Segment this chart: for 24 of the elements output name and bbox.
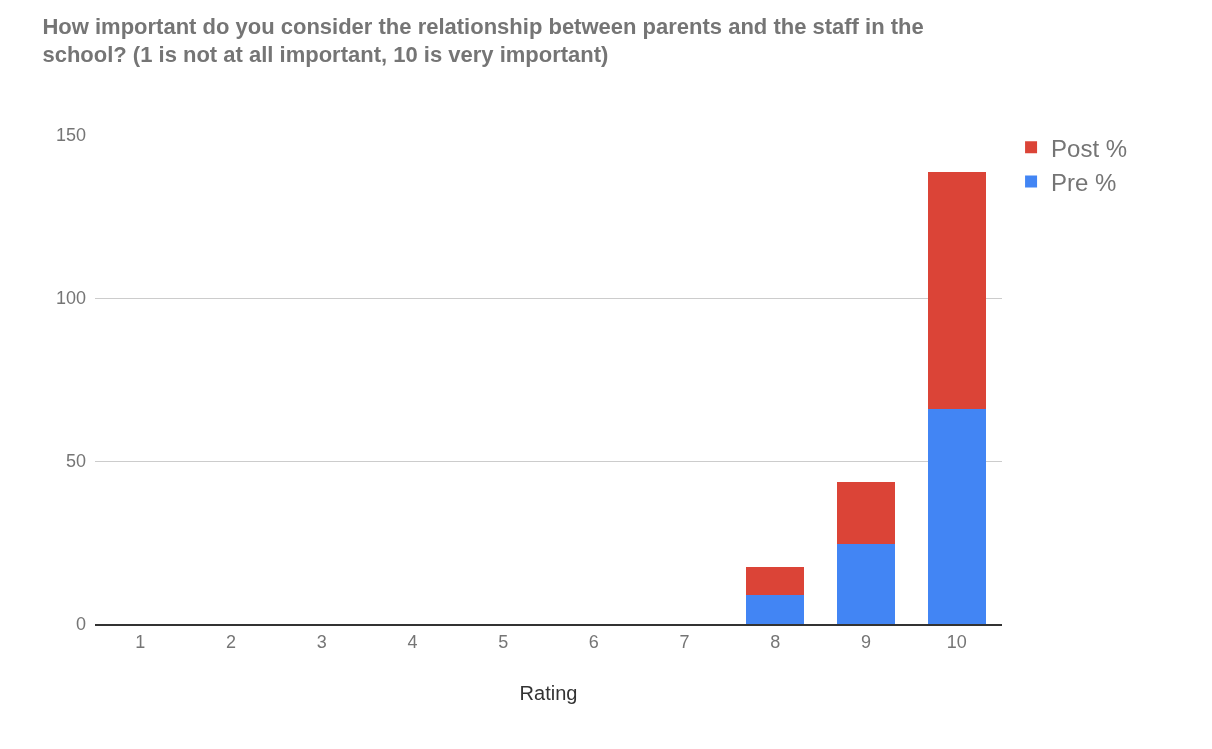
x-tick-label: 8 [770,631,781,652]
x-tick-label: 5 [498,631,509,652]
y-tick-label: 150 [55,125,86,146]
legend-label: Pre % [1051,168,1117,196]
y-tick-label: 100 [55,288,86,309]
bar [746,595,805,624]
y-tick-label: 50 [65,451,86,472]
bar [836,544,895,624]
x-tick-label: 9 [860,631,871,652]
x-tick-label: 10 [946,631,967,652]
legend-label: Post % [1051,134,1128,162]
bar [836,482,895,545]
x-tick-label: 4 [407,631,418,652]
x-tick-label: 1 [135,631,146,652]
x-axis-title: Rating [519,681,578,704]
x-tick-label: 3 [316,631,327,652]
chart-title: How important do you consider the relationship between parents and the staff in the school? (1 is not at all important, 10 is very important) [42,13,924,68]
x-tick-label: 7 [679,631,690,652]
x-tick-label: 6 [588,631,599,652]
bar [746,566,805,596]
y-tick-label: 0 [75,614,86,635]
bar [927,408,986,624]
bar [927,171,986,409]
x-tick-label: 2 [226,631,237,652]
